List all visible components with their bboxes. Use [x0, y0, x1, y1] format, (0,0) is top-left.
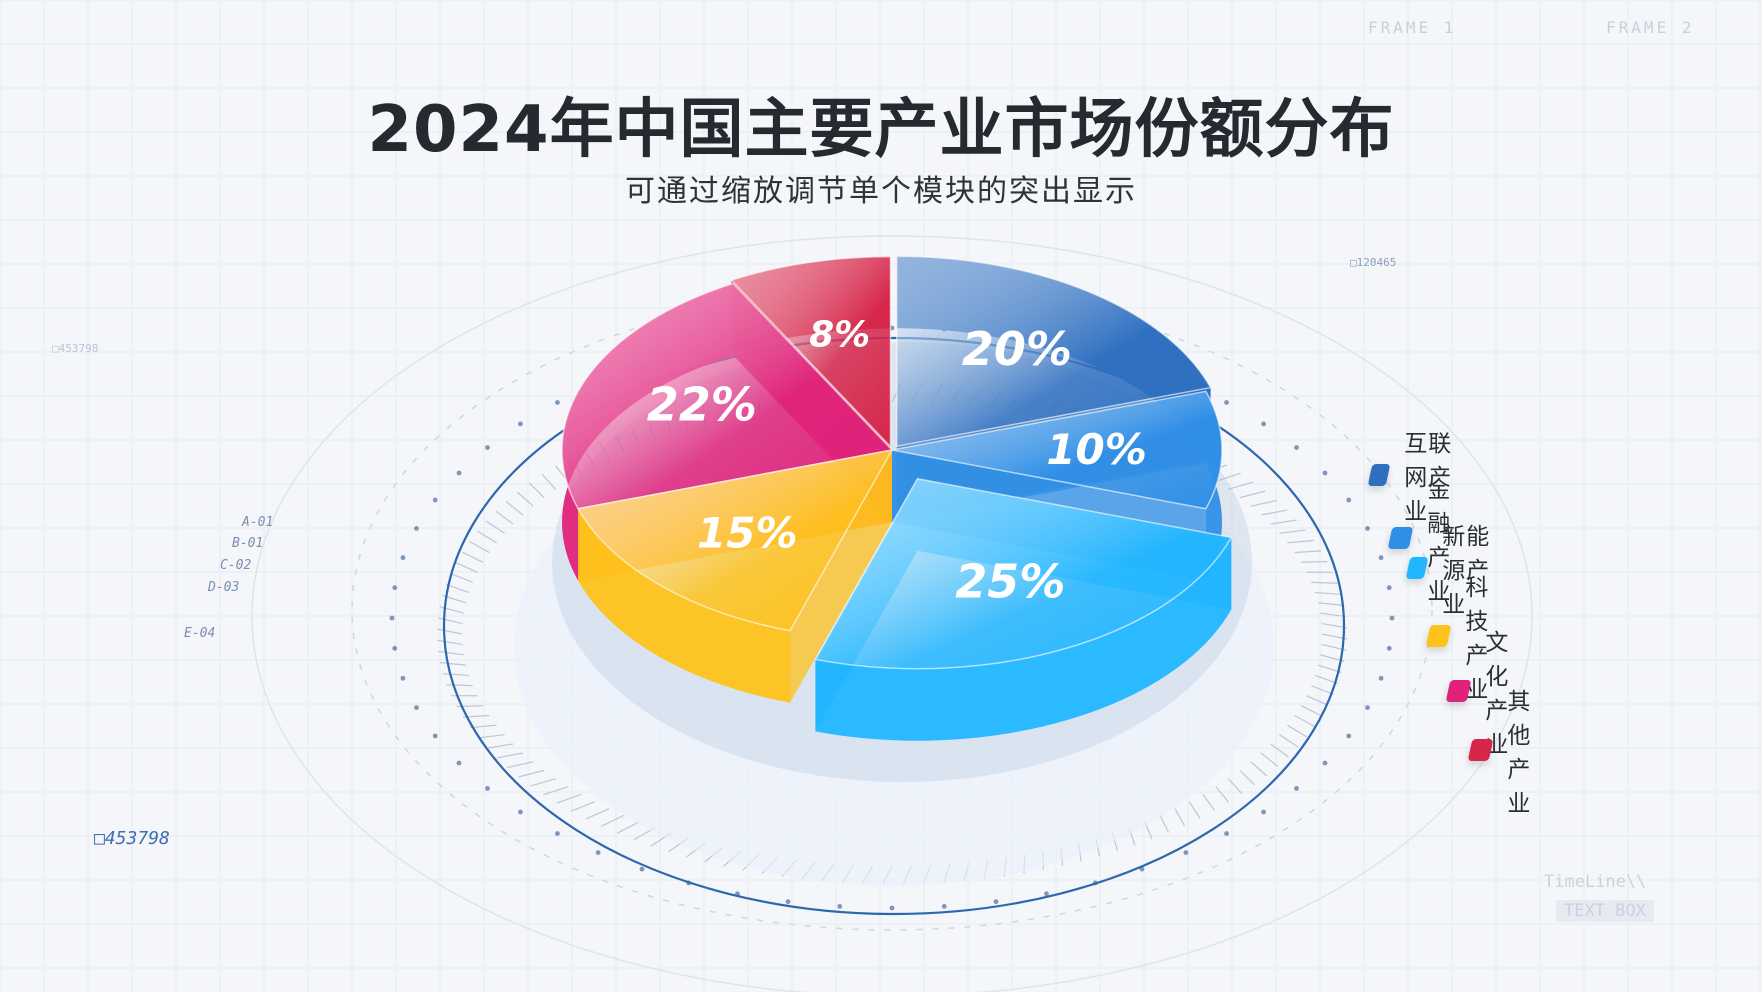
square-icon: □ [1350, 256, 1357, 269]
id-tag-top-left-text: 453798 [58, 342, 99, 355]
pie-label-other: 8% [809, 315, 870, 356]
pie-label-culture: 22% [647, 378, 757, 432]
chart-subtitle: 可通过缩放调节单个模块的突出显示 [625, 174, 1137, 209]
side-code-d03: D-03 [208, 580, 240, 595]
legend-swatch-new-energy [1405, 557, 1429, 579]
legend-label-culture: 文化产业 [1485, 630, 1510, 758]
side-code-c02: C-02 [220, 558, 252, 573]
pie-label-finance: 10% [1046, 425, 1147, 474]
frame-label-1: FRAME 1 [1368, 18, 1457, 37]
legend-label-new-energy: 新能源产业 [1442, 524, 1491, 618]
outer-ring [251, 235, 1533, 992]
chart-title: 2024年中国主要产业市场份额分布 [367, 93, 1395, 167]
legend-item-tech: 科技产业 [1425, 568, 1512, 704]
legend-label-tech: 科技产业 [1465, 575, 1490, 703]
legend-item-culture: 文化产业 [1445, 623, 1532, 759]
blue-base-ring [442, 336, 1346, 916]
legend-label-other: 其他产业 [1507, 689, 1532, 817]
pie-label-new-energy: 25% [955, 555, 1065, 609]
legend-label-finance: 金融产业 [1427, 477, 1452, 605]
legend-item-other: 其他产业 [1467, 682, 1554, 818]
square-icon: □ [94, 828, 105, 849]
pie-label-tech: 15% [697, 508, 798, 557]
legend-item-internet: 互联网产业 [1367, 424, 1454, 526]
side-code-b01: B-01 [232, 536, 264, 551]
textbox-label: TEXT BOX [1556, 900, 1654, 922]
id-tag-bottom-left-text: 453798 [104, 828, 170, 849]
side-code-e04: E-04 [184, 626, 216, 641]
id-tag-top-right: □120465 [1350, 256, 1396, 269]
legend-swatch-culture [1445, 680, 1472, 702]
legend-item-finance: 金融产业 [1387, 470, 1474, 606]
pie-label-internet: 20% [962, 322, 1072, 376]
id-tag-top-left: □453798 [52, 342, 98, 355]
dashed-ring [351, 289, 1433, 931]
timeline-label: TimeLine\\ [1544, 872, 1647, 892]
id-tag-top-right-text: 120465 [1356, 256, 1397, 269]
id-tag-bottom-left: □453798 [94, 828, 170, 849]
frame-label-2: FRAME 2 [1606, 18, 1695, 37]
legend-swatch-internet [1367, 464, 1391, 486]
side-code-a01: A-01 [242, 515, 274, 530]
square-icon: □ [52, 342, 59, 355]
legend-swatch-other [1467, 739, 1494, 761]
pie-slice-new-energy [814, 477, 1233, 741]
legend-item-new-energy: 新能源产业 [1405, 517, 1492, 619]
legend-label-internet: 互联网产业 [1404, 431, 1453, 525]
pie-slice-tech [576, 448, 894, 703]
